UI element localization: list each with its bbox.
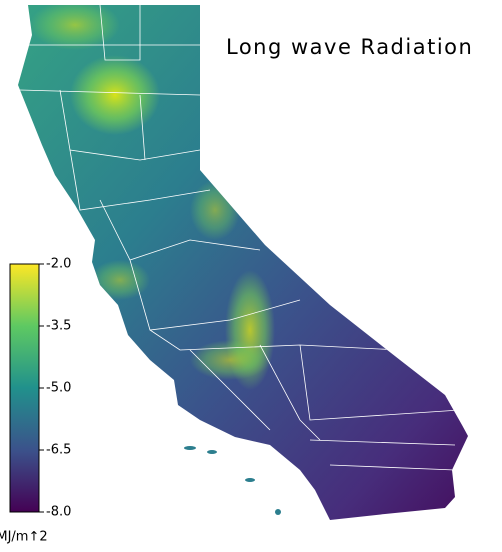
colorbar-tick-label: -5.0 <box>46 381 71 396</box>
colorbar-tick-label: -8.0 <box>46 505 71 520</box>
colorbar-unit: MJ/m↑2 <box>0 530 48 545</box>
colorbar-tick-label: -2.0 <box>46 257 71 272</box>
county-lines <box>19 5 461 471</box>
islands <box>184 446 281 515</box>
colorbar-tick-label: -3.5 <box>46 319 71 334</box>
colorbar-scale <box>9 263 40 513</box>
map-highlights <box>30 5 275 390</box>
california-map <box>18 5 468 520</box>
colorbar-tick-label: -6.5 <box>46 443 71 458</box>
map-title: Long wave Radiation <box>226 35 473 59</box>
colorbar <box>9 263 40 513</box>
